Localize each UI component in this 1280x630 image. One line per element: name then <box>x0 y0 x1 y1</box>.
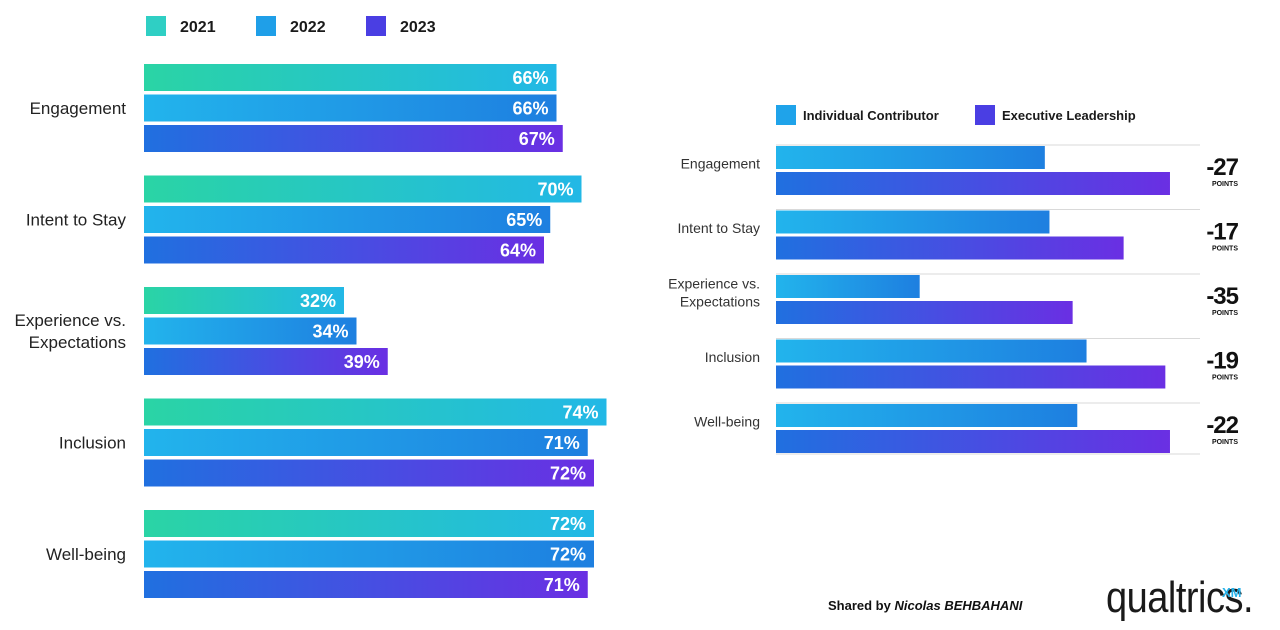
difference-value-engagement: -27 <box>1206 154 1238 181</box>
bar-intent-to-stay-2022 <box>144 206 551 233</box>
bar-intent-to-stay-individual-contributor <box>776 210 1050 234</box>
legend-swatch-2021 <box>146 16 166 36</box>
bar-engagement-2023 <box>144 125 563 152</box>
category-label-well-being: Well-being <box>694 414 760 430</box>
bar-well-being-2023 <box>144 571 588 598</box>
bar-inclusion-2023 <box>144 459 594 487</box>
bar-well-being-2021 <box>144 510 594 537</box>
bar-intent-to-stay-executive-leadership <box>776 236 1124 260</box>
category-label-inclusion: Inclusion <box>705 349 760 365</box>
data-label-experience-vs-expectations-2023: 39% <box>344 352 380 372</box>
legend-label-2022: 2022 <box>290 19 326 36</box>
category-label-intent-to-stay: Intent to Stay <box>678 220 761 236</box>
shared-by-name: Nicolas BEHBAHANI <box>894 598 1023 613</box>
category-label-inclusion: Inclusion <box>59 434 126 453</box>
legend-label-executive-leadership: Executive Leadership <box>1002 108 1136 123</box>
bar-experience-vs-expectations-individual-contributor <box>776 275 920 298</box>
data-label-experience-vs-expectations-2022: 34% <box>312 322 348 342</box>
category-label-experience-vs-expectations: Experience vs. Expectations <box>668 276 760 310</box>
bar-inclusion-individual-contributor <box>776 339 1087 363</box>
qualtrics-xm-mark: XM <box>1222 585 1242 600</box>
bar-experience-vs-expectations-2022 <box>144 317 357 345</box>
data-label-well-being-2022: 72% <box>550 545 586 565</box>
data-label-engagement-2022: 66% <box>512 99 548 119</box>
role-comparison-chart: Individual Contributor Executive Leadersh… <box>668 105 1240 455</box>
difference-unit-engagement: POINTS <box>1212 181 1238 188</box>
difference-value-intent-to-stay: -17 <box>1206 219 1238 246</box>
bar-inclusion-executive-leadership <box>776 365 1166 389</box>
bar-well-being-individual-contributor <box>776 404 1078 427</box>
category-label-intent-to-stay: Intent to Stay <box>26 211 127 230</box>
data-label-experience-vs-expectations-2021: 32% <box>300 291 336 311</box>
legend-label-2021: 2021 <box>180 19 216 36</box>
difference-unit-experience-vs-expectations: POINTS <box>1212 310 1238 317</box>
difference-unit-inclusion: POINTS <box>1212 375 1238 382</box>
category-label-well-being: Well-being <box>46 545 126 564</box>
bar-engagement-executive-leadership <box>776 172 1170 195</box>
data-label-engagement-2021: 66% <box>512 68 548 88</box>
data-label-well-being-2021: 72% <box>550 514 586 534</box>
data-label-inclusion-2023: 72% <box>550 464 586 484</box>
difference-value-inclusion: -19 <box>1206 348 1238 375</box>
legend-swatch-2023 <box>366 16 386 36</box>
category-label-engagement: Engagement <box>681 156 761 172</box>
bar-intent-to-stay-2023 <box>144 236 544 264</box>
difference-unit-well-being: POINTS <box>1212 439 1238 446</box>
legend-swatch-executive-leadership <box>975 105 995 125</box>
difference-value-well-being: -22 <box>1206 412 1238 439</box>
year-comparison-chart: 2021 2022 2023 Engagement 66% 66% 67% Intent to… <box>15 16 607 598</box>
legend-swatch-individual-contributor <box>776 105 796 125</box>
shared-by-prefix: Shared by <box>828 598 895 613</box>
category-label-experience-vs-expectations: Experience vs. Expectations <box>15 311 127 352</box>
legend-label-2023: 2023 <box>400 19 436 36</box>
bar-experience-vs-expectations-2023 <box>144 348 388 375</box>
data-label-intent-to-stay-2022: 65% <box>506 210 542 230</box>
bar-engagement-individual-contributor <box>776 146 1045 169</box>
bar-intent-to-stay-2021 <box>144 175 582 203</box>
shared-by-credit: Shared by Nicolas BEHBAHANI <box>828 598 1022 613</box>
legend-label-individual-contributor: Individual Contributor <box>803 108 939 123</box>
difference-value-experience-vs-expectations: -35 <box>1206 283 1238 310</box>
category-label-engagement: Engagement <box>30 99 127 118</box>
bar-well-being-executive-leadership <box>776 430 1170 453</box>
data-label-engagement-2023: 67% <box>519 129 555 149</box>
data-label-inclusion-2022: 71% <box>544 433 580 453</box>
bar-engagement-2022 <box>144 94 557 122</box>
data-label-well-being-2023: 71% <box>544 575 580 595</box>
bar-well-being-2022 <box>144 540 594 568</box>
bar-inclusion-2022 <box>144 429 588 456</box>
legend-swatch-2022 <box>256 16 276 36</box>
bar-experience-vs-expectations-2021 <box>144 287 344 314</box>
bar-engagement-2021 <box>144 64 557 91</box>
data-label-inclusion-2021: 74% <box>562 403 598 423</box>
difference-unit-intent-to-stay: POINTS <box>1212 246 1238 253</box>
data-label-intent-to-stay-2023: 64% <box>500 241 536 261</box>
qualtrics-logo: qualtrics. <box>1106 574 1254 623</box>
bar-experience-vs-expectations-executive-leadership <box>776 301 1073 324</box>
data-label-intent-to-stay-2021: 70% <box>537 180 573 200</box>
bar-inclusion-2021 <box>144 398 607 426</box>
